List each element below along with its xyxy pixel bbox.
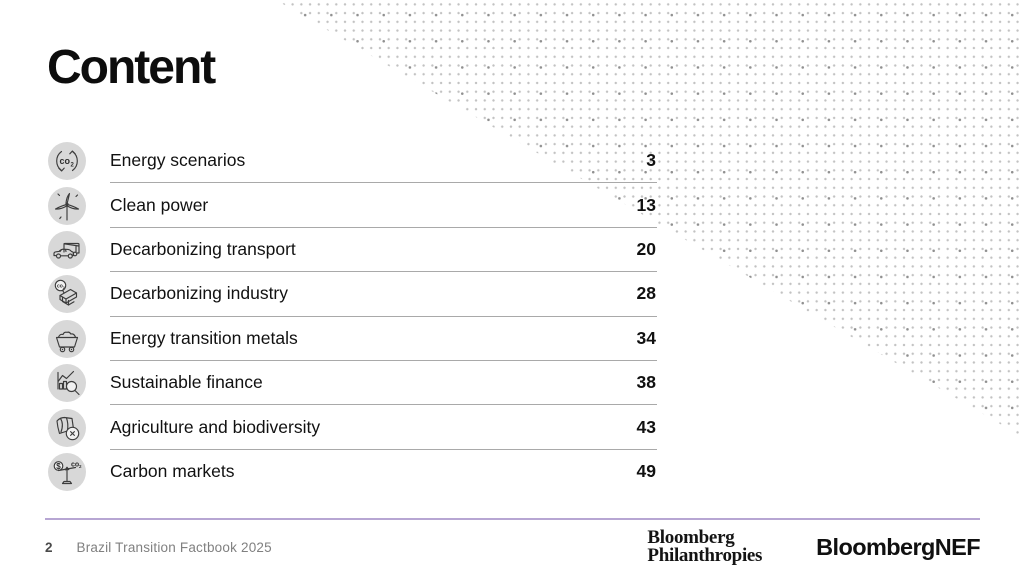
svg-text:$: $ bbox=[56, 462, 61, 471]
steel-beam-icon: co 2 bbox=[48, 272, 110, 316]
toc-item-page: 20 bbox=[636, 238, 656, 259]
bloomberg-philanthropies-line2: Philanthropies bbox=[647, 545, 763, 566]
toc-item-page: 34 bbox=[636, 327, 656, 348]
svg-text:2: 2 bbox=[71, 163, 75, 169]
wind-turbine-icon bbox=[48, 183, 110, 227]
svg-text:co: co bbox=[60, 156, 71, 166]
toc-item-page: 28 bbox=[636, 283, 656, 304]
toc-row-energy-transition-metals[interactable]: Energy transition metals 34 bbox=[48, 317, 657, 361]
toc-item-page: 38 bbox=[636, 372, 656, 393]
slide-page-number: 2 bbox=[45, 539, 53, 555]
toc-item-label: Energy transition metals bbox=[110, 327, 298, 348]
svg-text:co: co bbox=[57, 284, 63, 290]
toc-item-page: 13 bbox=[636, 194, 656, 215]
svg-text:2: 2 bbox=[63, 286, 65, 290]
toc-item-page: 49 bbox=[636, 461, 656, 482]
footer-accent-line bbox=[45, 518, 980, 520]
chart-magnifier-icon bbox=[48, 361, 110, 405]
bloombergnef-logo: BloombergNEF bbox=[816, 533, 980, 560]
toc-item-label: Decarbonizing industry bbox=[110, 283, 289, 304]
toc-row-energy-scenarios[interactable]: co 2 Energy scenarios 3 bbox=[48, 139, 657, 184]
mine-cart-icon bbox=[48, 317, 110, 361]
toc-row-clean-power[interactable]: Clean power 13 bbox=[48, 183, 657, 228]
table-of-contents: co 2 Energy scenarios 3 Clean power 13 bbox=[48, 139, 657, 494]
toc-item-page: 43 bbox=[636, 416, 656, 437]
bloomberg-philanthropies-logo: Bloomberg Philanthropies bbox=[647, 527, 763, 566]
carbon-scale-icon: $ co 2 bbox=[48, 450, 110, 494]
toc-row-sustainable-finance[interactable]: Sustainable finance 38 bbox=[48, 361, 657, 406]
svg-text:2: 2 bbox=[79, 464, 82, 469]
toc-row-agriculture-and-biodiversity[interactable]: Agriculture and biodiversity 43 bbox=[48, 405, 657, 450]
toc-item-label: Carbon markets bbox=[110, 461, 235, 482]
vehicles-icon bbox=[48, 228, 110, 272]
toc-row-carbon-markets[interactable]: $ co 2 Carbon markets 49 bbox=[48, 450, 657, 494]
slide-footer: 2 Brazil Transition Factbook 2025 Bloomb… bbox=[45, 518, 981, 566]
toc-item-page: 3 bbox=[646, 150, 656, 171]
toc-row-decarbonizing-industry[interactable]: co 2 Decarbonizing industry 28 bbox=[48, 272, 657, 317]
toc-item-label: Agriculture and biodiversity bbox=[110, 416, 321, 437]
page-title: Content bbox=[47, 41, 216, 94]
svg-text:co: co bbox=[71, 461, 79, 468]
toc-item-label: Decarbonizing transport bbox=[110, 238, 296, 259]
toc-item-label: Clean power bbox=[110, 194, 209, 215]
toc-item-label: Sustainable finance bbox=[110, 372, 263, 393]
toc-item-label: Energy scenarios bbox=[110, 150, 246, 171]
co2-cycle-icon: co 2 bbox=[48, 139, 110, 183]
field-clock-icon bbox=[48, 405, 110, 449]
bloomberg-philanthropies-line1: Bloomberg bbox=[647, 527, 735, 548]
toc-row-decarbonizing-transport[interactable]: Decarbonizing transport 20 bbox=[48, 228, 657, 273]
footer-title: Brazil Transition Factbook 2025 bbox=[76, 539, 272, 555]
